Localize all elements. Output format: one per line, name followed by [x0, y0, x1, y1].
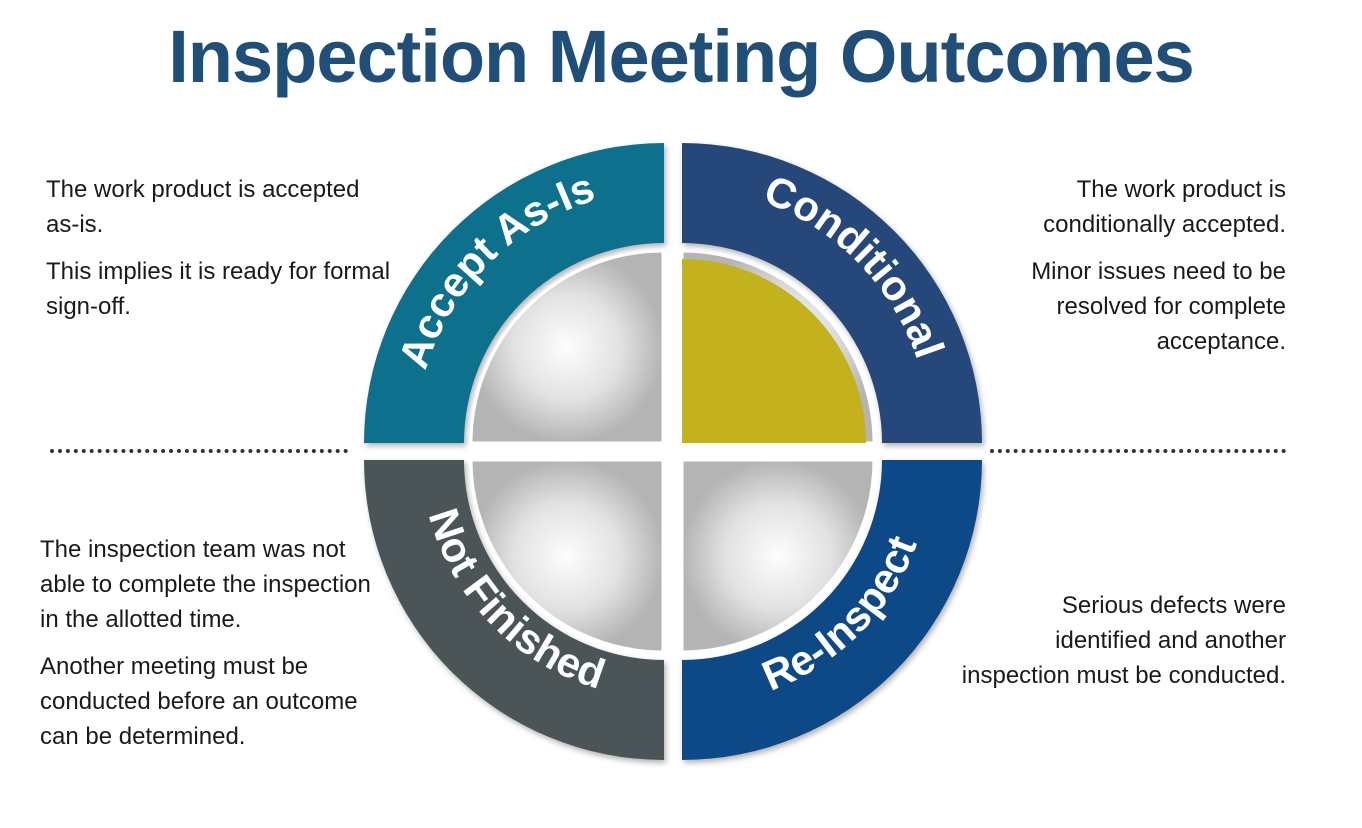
accept-description: The work product is accepted as-is. This… [46, 172, 396, 336]
reinspect-inner-quadrant [680, 458, 876, 654]
left-dotted-divider [50, 449, 348, 453]
right-dotted-divider [990, 449, 1286, 453]
conditional-description: The work product is conditionally accept… [940, 172, 1286, 371]
accept-inner-quadrant [469, 249, 665, 445]
reinspect-ring-segment [682, 460, 982, 760]
not-finished-inner-quadrant [469, 458, 665, 654]
not-finished-description-line: Another meeting must be conducted before… [40, 653, 358, 750]
conditional-ring-segment [682, 143, 982, 443]
not-finished-description-line: The inspection team was not able to comp… [40, 536, 371, 633]
accept-description-line: This implies it is ready for formal sign… [46, 258, 391, 320]
reinspect-description-line: Serious defects were identified and anot… [961, 592, 1286, 689]
conditional-description-line: Minor issues need to be resolved for com… [1031, 258, 1286, 355]
not-finished-ring-segment [364, 460, 664, 760]
conditional-description-line: The work product is conditionally accept… [1043, 176, 1286, 238]
conditional-highlight-wedge [682, 259, 866, 443]
not-finished-description: The inspection team was not able to comp… [40, 532, 390, 766]
page-title: Inspection Meeting Outcomes [168, 15, 1195, 98]
accept-description-line: The work product is accepted as-is. [46, 176, 360, 238]
accept-ring-segment [364, 143, 664, 443]
reinspect-description: Serious defects were identified and anot… [960, 588, 1286, 705]
